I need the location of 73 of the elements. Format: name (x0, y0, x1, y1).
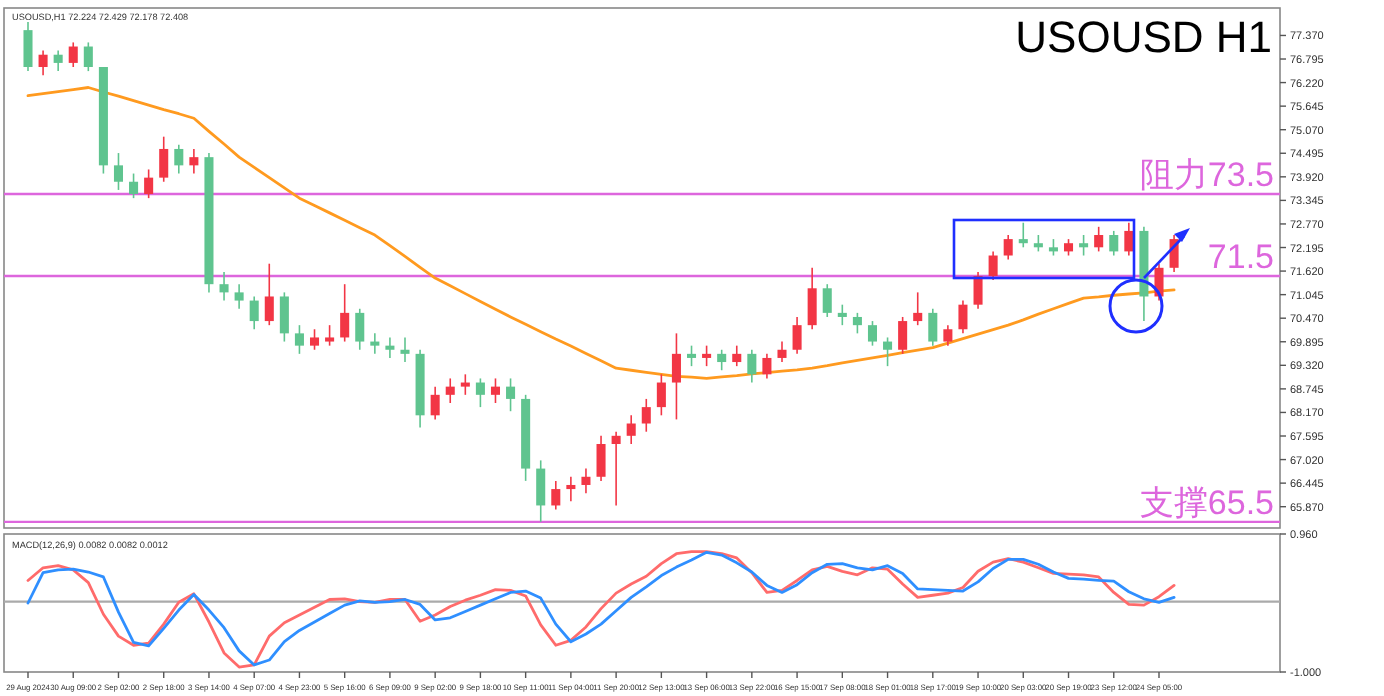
candlestick (279, 291, 289, 343)
candlestick (837, 303, 847, 326)
candlestick (355, 307, 365, 351)
candlestick (475, 377, 485, 408)
candlestick (913, 291, 923, 326)
candlestick (822, 283, 832, 318)
candlestick (325, 324, 335, 347)
candlestick (852, 312, 862, 335)
candlestick (264, 262, 274, 326)
candlestick (113, 152, 123, 191)
candlestick (340, 283, 350, 343)
candlestick (566, 475, 576, 503)
candlestick (641, 398, 651, 433)
candlestick (988, 250, 998, 281)
candlestick (762, 353, 772, 380)
candlestick (807, 267, 817, 331)
candlestick (747, 348, 757, 384)
line-series (26, 86, 1176, 380)
candlestick (38, 49, 48, 76)
candlestick (430, 385, 440, 421)
candlestick (400, 336, 410, 363)
candlestick (385, 336, 395, 359)
candlestick (551, 480, 561, 511)
candlestick (144, 168, 154, 199)
candlestick (445, 377, 455, 404)
candlestick (310, 328, 320, 351)
candlestick (294, 324, 304, 355)
candlestick (1109, 230, 1119, 257)
candlestick (219, 271, 229, 302)
candlestick (867, 320, 877, 347)
candlestick (1018, 221, 1028, 249)
candlestick (1124, 221, 1134, 257)
candlestick (958, 299, 968, 335)
candlestick (1003, 234, 1013, 261)
candlestick (581, 467, 591, 494)
candlestick (159, 135, 169, 183)
candlestick (68, 41, 78, 68)
candlestick (732, 344, 742, 367)
candlestick (702, 344, 712, 367)
candlestick (1154, 262, 1164, 302)
candlestick (656, 373, 666, 417)
chart-title: USOUSD H1 (1015, 12, 1272, 62)
ref-line-label: 支撑65.5 (1139, 483, 1274, 522)
candlestick (53, 49, 63, 72)
ref-line-label: 71.5 (1207, 237, 1274, 276)
candlestick (460, 373, 470, 396)
candlestick (1079, 234, 1089, 257)
candlestick (687, 344, 697, 367)
candlestick (234, 283, 244, 310)
candlestick (506, 377, 516, 413)
candlestick (370, 332, 380, 355)
candlestick (23, 21, 33, 72)
ref-line-label: 阻力73.5 (1139, 156, 1274, 195)
candlestick (536, 459, 546, 523)
candlestick (626, 414, 636, 445)
candlestick (129, 172, 139, 199)
candlestick (717, 348, 727, 372)
candlestick (611, 430, 621, 507)
candlestick (671, 332, 681, 421)
candlestick (174, 144, 184, 175)
candlestick (249, 295, 259, 331)
candlestick (943, 324, 953, 347)
candlestick (1094, 226, 1104, 253)
candlestick (883, 336, 893, 367)
candlestick (898, 316, 908, 355)
candlestick (83, 41, 93, 72)
candlestick (596, 435, 606, 482)
candlestick (973, 271, 983, 310)
candlestick (928, 307, 938, 347)
candlestick (490, 377, 500, 404)
candlestick (792, 316, 802, 355)
candlestick (777, 340, 787, 363)
candlestick (189, 148, 199, 175)
